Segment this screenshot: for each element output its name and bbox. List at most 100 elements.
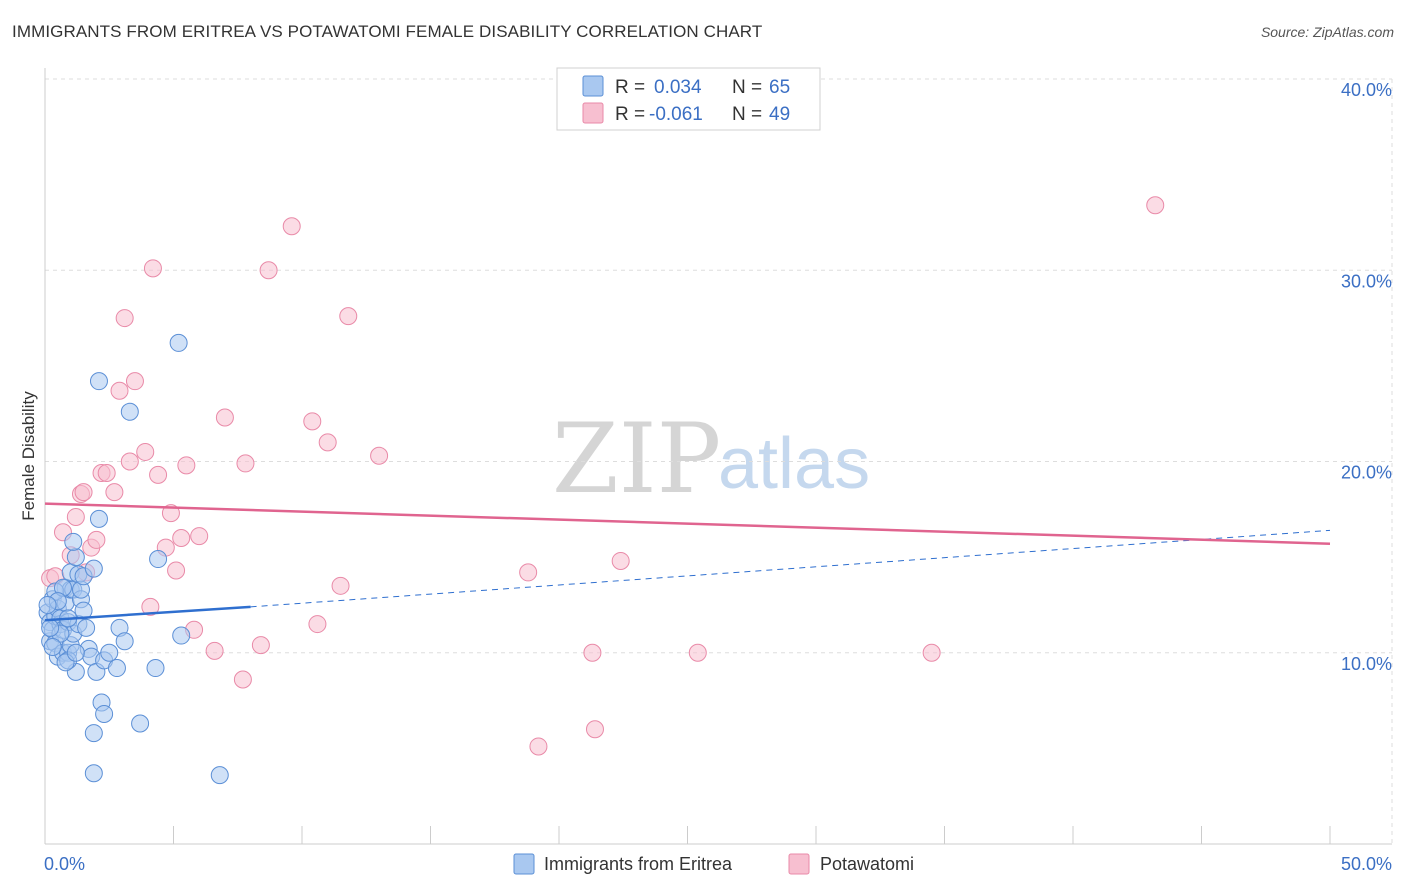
point-eritrea [43,638,62,657]
point-potawatomi [259,261,278,280]
point-potawatomi [87,530,106,549]
y-tick-label: 10.0% [1341,654,1392,674]
point-eritrea [77,618,96,637]
series-potawatomi [41,196,1165,756]
legend-swatch-potawatomi [582,102,604,124]
chart-title: IMMIGRANTS FROM ERITREA VS POTAWATOMI FE… [12,22,763,41]
point-eritrea [146,659,165,678]
x-tick-label-max: 50.0% [1341,854,1392,874]
point-potawatomi [66,507,85,526]
point-potawatomi [205,641,224,660]
legend-n-label-potawatomi: N = [732,104,762,125]
point-potawatomi [308,615,327,634]
point-potawatomi [236,454,255,473]
series-legend: Immigrants from Eritrea Potawatomi [513,853,914,875]
point-eritrea [172,626,191,645]
point-potawatomi [233,670,252,689]
point-eritrea [131,714,150,733]
point-potawatomi [97,463,116,482]
y-tick-label: 40.0% [1341,80,1392,100]
point-potawatomi [583,643,602,662]
point-eritrea [169,333,188,352]
point-potawatomi [922,643,941,662]
series-eritrea [38,333,229,785]
point-potawatomi [167,561,186,580]
point-potawatomi [74,483,93,502]
point-potawatomi [1146,196,1165,215]
y-tick-labels: 10.0% 20.0% 30.0% 40.0% [1341,80,1392,674]
point-potawatomi [143,259,162,278]
point-potawatomi [370,446,389,465]
legend-r-value-potawatomi: -0.061 [649,104,703,125]
legend-r-label-potawatomi: R = [615,104,645,125]
point-potawatomi [120,452,139,471]
point-potawatomi [149,465,168,484]
y-tick-label: 20.0% [1341,463,1392,483]
y-tick-label: 30.0% [1341,271,1392,291]
bottom-legend-swatch-eritrea [513,853,535,875]
point-eritrea [66,548,85,567]
point-eritrea [41,618,60,637]
trend-line-eritrea-extension [250,529,1331,608]
legend-n-value-potawatomi: 49 [769,104,790,125]
point-potawatomi [215,408,234,427]
point-eritrea [74,601,93,620]
point-potawatomi [303,412,322,431]
point-eritrea [120,402,139,421]
point-eritrea [210,766,229,785]
point-potawatomi [529,737,548,756]
correlation-legend: R = 0.034 N = 65 R = -0.061 N = 49 [556,67,821,131]
x-tick-labels: 0.0% 50.0% [44,854,1392,874]
trend-line-eritrea [44,605,251,622]
point-potawatomi [339,307,358,326]
source-credit: Source: ZipAtlas.com [1260,24,1394,40]
point-potawatomi [519,563,538,582]
legend-swatch-eritrea [582,75,604,97]
point-potawatomi [110,381,129,400]
point-potawatomi [105,483,124,502]
bottom-legend-label-eritrea: Immigrants from Eritrea [544,854,733,874]
point-eritrea [84,559,103,578]
point-potawatomi [318,433,337,452]
legend-n-value-eritrea: 65 [769,77,790,98]
point-potawatomi [611,551,630,570]
point-potawatomi [172,529,191,547]
bottom-legend-swatch-potawatomi [788,853,810,875]
point-potawatomi [251,636,270,655]
legend-r-value-eritrea: 0.034 [654,77,702,98]
point-potawatomi [331,576,350,595]
trend-line-potawatomi [44,502,1331,545]
point-potawatomi [125,372,144,391]
point-eritrea [89,509,108,528]
point-potawatomi [688,643,707,662]
legend-r-label-eritrea: R = [615,77,645,98]
point-eritrea [84,764,103,783]
point-potawatomi [136,442,155,461]
y-axis-title: Female Disability [19,391,38,521]
point-potawatomi [141,597,160,616]
point-eritrea [84,724,103,743]
point-eritrea [100,643,119,662]
point-eritrea [107,659,126,678]
point-eritrea [64,532,83,551]
point-eritrea [89,372,108,391]
bottom-legend-label-potawatomi: Potawatomi [820,854,914,874]
point-eritrea [66,643,85,662]
point-potawatomi [282,217,301,236]
watermark: ZIP atlas [552,403,870,515]
watermark-atlas: atlas [718,424,870,504]
axes [44,68,1392,845]
point-potawatomi [585,720,604,739]
point-potawatomi [115,309,134,328]
point-eritrea [149,550,168,569]
x-tick-label-min: 0.0% [44,854,85,874]
point-potawatomi [190,527,209,546]
point-potawatomi [177,456,196,475]
watermark-zip: ZIP [552,403,721,515]
point-eritrea [95,704,114,723]
legend-n-label-eritrea: N = [732,77,762,98]
trend-lines [44,502,1331,622]
point-eritrea [38,595,57,614]
point-eritrea [115,632,134,651]
